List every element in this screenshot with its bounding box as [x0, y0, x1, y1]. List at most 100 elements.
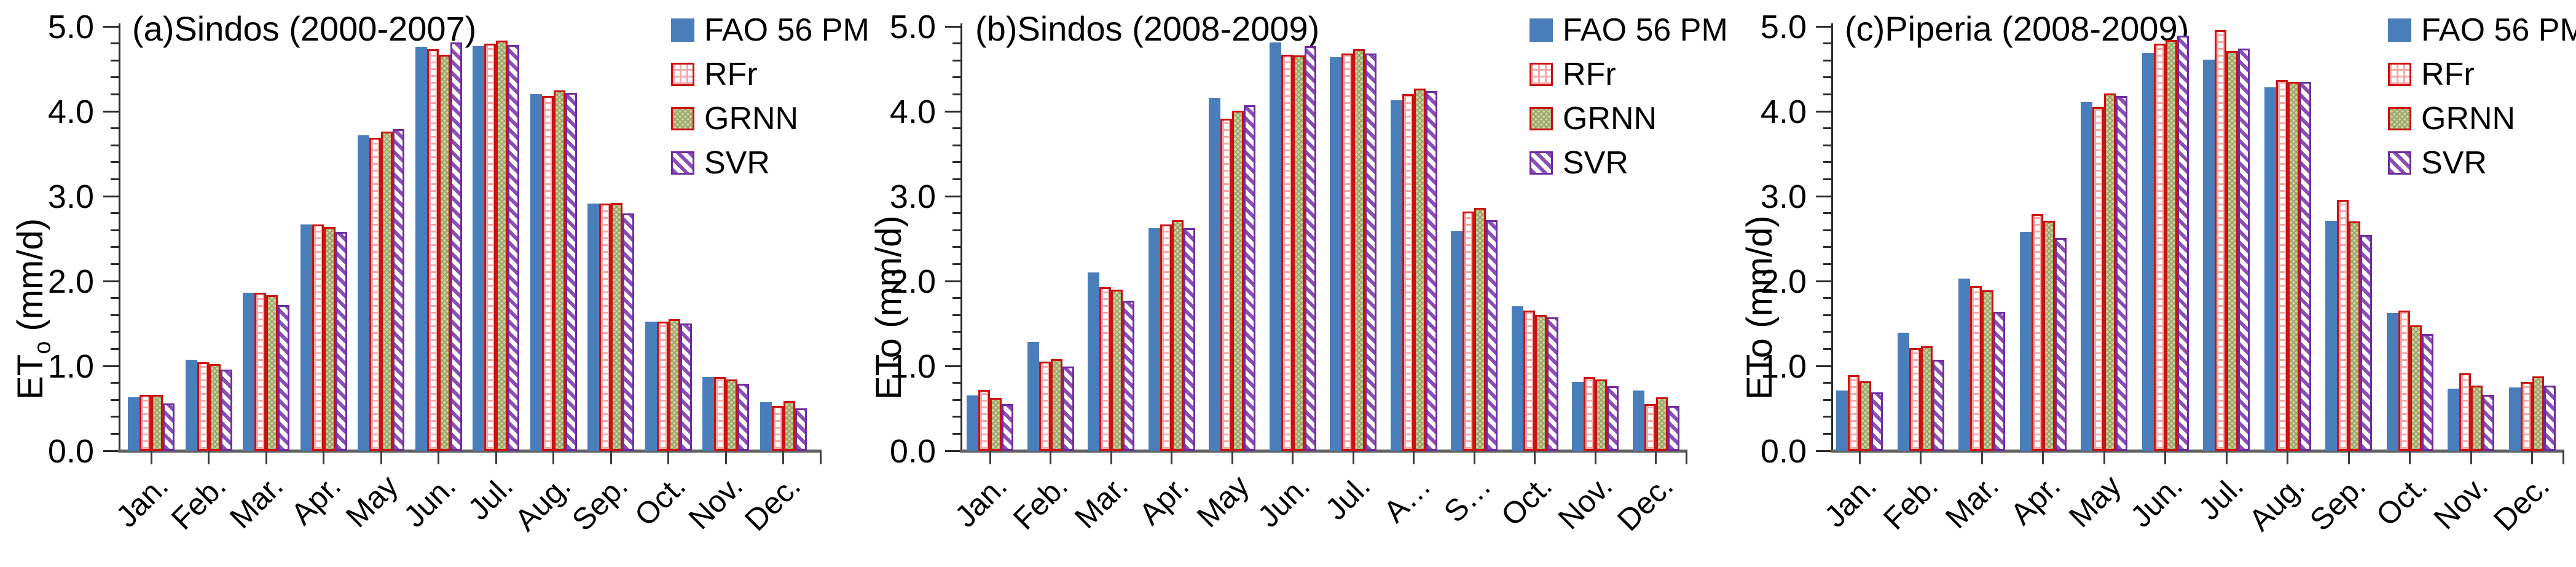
y-minor-tick	[1823, 314, 1832, 316]
bar-rfr-Sep	[2337, 199, 2349, 451]
x-tick	[265, 451, 267, 464]
bar-rfr-Dec	[771, 405, 783, 451]
y-minor-tick	[952, 127, 962, 130]
bar-fao-56-pm-Feb	[1027, 342, 1039, 451]
y-minor-tick	[111, 42, 120, 45]
x-axis-line	[960, 450, 1687, 453]
y-minor-tick	[111, 161, 120, 164]
bar-rfr-May	[2092, 107, 2104, 451]
plot-area: 0.0 1.0 2.0 3.0 4.0 5.0 Jan. Feb. Mar. Apr. May Jun…	[0, 0, 858, 540]
legend-label: SVR	[1563, 145, 1628, 181]
legend-label: FAO 56 PM	[2421, 12, 2576, 48]
y-tick-label: 0.0	[47, 433, 94, 470]
bar-grnn-Mar	[266, 295, 278, 451]
y-tick-label: 4.0	[47, 93, 94, 130]
bar-fao-56-pm-Mar	[1088, 272, 1099, 451]
bar-fao-56-pm-Nov	[702, 376, 714, 451]
y-minor-tick	[952, 144, 962, 146]
legend-entry-fao: FAO 56 PM	[671, 12, 870, 48]
bar-rfr-Aug	[2276, 79, 2288, 451]
y-major-tick	[945, 280, 962, 282]
x-tick	[208, 451, 210, 464]
y-major-tick	[1816, 195, 1832, 197]
bar-fao-56-pm-Apr	[1148, 228, 1160, 451]
bar-svr-Mar	[278, 304, 289, 451]
chart-title: (a)Sindos (2000-2007)	[132, 9, 477, 48]
bar-svr-Apr	[2054, 237, 2067, 451]
y-minor-tick	[111, 127, 120, 130]
y-minor-tick	[111, 59, 120, 61]
bar-grnn-Oct	[1534, 315, 1547, 451]
bar-fao-56-pm-Jan	[967, 395, 978, 451]
y-minor-tick	[111, 432, 120, 435]
y-minor-tick	[111, 93, 120, 95]
legend-entry-rfr: RFr	[1530, 57, 1728, 92]
bar-svr-Jun	[2177, 36, 2189, 451]
bar-grnn-Dec	[1655, 397, 1668, 451]
y-tick-label: 1.0	[47, 348, 94, 385]
bar-svr-May	[393, 129, 404, 451]
y-minor-tick	[1823, 398, 1832, 401]
bar-grnn-S	[1474, 208, 1486, 451]
bar-grnn-Nov	[2471, 385, 2483, 451]
y-minor-tick	[111, 398, 120, 401]
x-tick	[1050, 451, 1051, 464]
bar-grnn-May	[2104, 93, 2116, 451]
y-minor-tick	[952, 432, 962, 435]
y-tick-label: 2.0	[889, 263, 936, 300]
bar-rfr-Nov	[2459, 373, 2471, 451]
legend-swatch-fao-icon	[2388, 18, 2411, 42]
bar-svr-Sep	[2360, 235, 2372, 451]
bar-grnn-Jan	[990, 398, 1002, 451]
legend-entry-rfr: RFr	[2388, 57, 2576, 92]
bar-rfr-Jan	[1848, 375, 1859, 451]
x-tick	[1920, 451, 1922, 464]
bar-grnn-Apr	[323, 226, 336, 451]
x-tick	[150, 451, 152, 464]
legend-label: GRNN	[2421, 101, 2516, 137]
bar-rfr-Nov	[714, 376, 726, 451]
x-tick	[610, 451, 612, 464]
y-minor-tick	[1823, 93, 1832, 95]
bar-grnn-Sep	[2349, 221, 2360, 451]
bar-grnn-Jan	[151, 394, 163, 451]
legend-swatch-rfr-icon	[671, 63, 694, 86]
legend-label: RFr	[1563, 57, 1616, 92]
bar-svr-Jun	[450, 42, 462, 451]
bar-svr-May	[2116, 96, 2127, 451]
bar-fao-56-pm-Nov	[2448, 389, 2459, 451]
y-tick-label: 4.0	[889, 93, 936, 130]
x-tick	[989, 451, 991, 464]
bar-rfr-Jul	[2215, 30, 2226, 451]
chart-panel-a: (a)Sindos (2000-2007) ETo (mm/d) FAO 56 …	[0, 0, 870, 540]
y-minor-tick	[952, 42, 962, 45]
y-tick-label: 5.0	[889, 9, 936, 46]
bar-grnn-Apr	[2043, 221, 2055, 451]
y-minor-tick	[952, 178, 962, 180]
y-minor-tick	[1823, 59, 1832, 61]
bar-rfr-Jun	[426, 49, 439, 451]
y-tick-label: 2.0	[47, 263, 94, 300]
bar-rfr-Feb	[1909, 348, 1921, 451]
bar-svr-Nov	[737, 383, 749, 451]
bar-svr-Jul	[1365, 54, 1376, 451]
bar-rfr-Mar	[1970, 286, 1982, 451]
y-axis-line	[960, 23, 962, 452]
x-tick	[552, 451, 554, 464]
x-axis-end-tick	[820, 451, 822, 464]
bar-svr-Oct	[1546, 317, 1558, 451]
bar-grnn-Jul	[2226, 51, 2238, 451]
x-tick	[2164, 451, 2166, 464]
bar-svr-Dec	[795, 408, 807, 451]
legend-label: FAO 56 PM	[704, 12, 870, 48]
bar-grnn-Jun	[2165, 40, 2177, 451]
bar-svr-Jul	[2238, 48, 2250, 451]
x-tick	[323, 451, 324, 464]
y-minor-tick	[1823, 347, 1832, 350]
bar-rfr-Jul	[1341, 54, 1353, 451]
y-minor-tick	[1823, 229, 1832, 231]
legend-entry-rfr: RFr	[671, 57, 870, 92]
y-minor-tick	[952, 229, 962, 231]
y-major-tick	[1816, 110, 1832, 113]
bar-fao-56-pm-May	[358, 135, 369, 451]
